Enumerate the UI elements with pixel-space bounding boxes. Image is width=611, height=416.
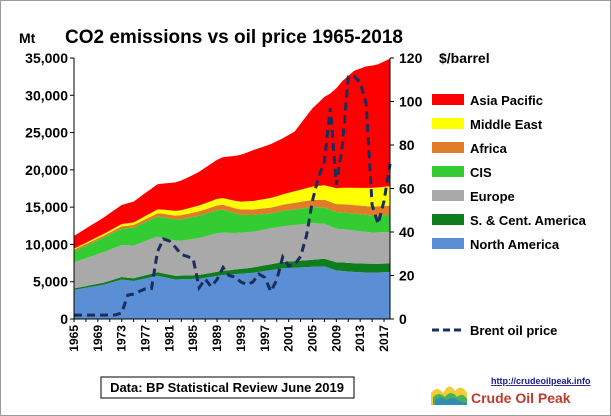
- legend-label: Middle East: [470, 117, 543, 132]
- stacked-areas: [74, 58, 390, 319]
- area-north-america: [74, 266, 390, 319]
- legend-swatch: [432, 214, 464, 225]
- y2-tick-label: 40: [399, 224, 415, 240]
- x-tick-label: 2013: [353, 325, 367, 352]
- y2-tick-label: 0: [399, 311, 407, 327]
- brent-oil-price-line: [74, 74, 392, 317]
- axes: 0 5,000 10,000 15,000 20,000 25,000 30,000 35,0…: [25, 50, 422, 352]
- source-note: Data: BP Statistical Review June 2019: [110, 380, 344, 395]
- y-tick-label: 15,000: [25, 199, 68, 215]
- y2-tick-label: 100: [399, 94, 423, 110]
- y2-tick-label: 60: [399, 181, 415, 197]
- y-tick-label: 30,000: [25, 87, 68, 103]
- y-tick-label: 20,000: [25, 162, 68, 178]
- legend-swatch: [432, 166, 464, 177]
- legend-label: Africa: [470, 141, 508, 156]
- legend-label: CIS: [470, 165, 492, 180]
- legend-label: North America: [470, 237, 560, 252]
- x-tick-label: 1977: [139, 325, 153, 352]
- x-tick-label: 2009: [329, 325, 343, 352]
- y2-tick-label: 80: [399, 137, 415, 153]
- x-tick-label: 1969: [91, 325, 105, 352]
- legend-label-oil: Brent oil price: [470, 323, 557, 338]
- source-box: Data: BP Statistical Review June 2019: [100, 376, 355, 399]
- legend-swatch: [432, 238, 464, 249]
- x-tick-label: 1965: [67, 325, 81, 352]
- y-tick-label: 10,000: [25, 236, 68, 252]
- legend-swatch: [432, 142, 464, 153]
- x-tick-label: 1993: [234, 325, 248, 352]
- y-tick-label: 0: [60, 311, 68, 327]
- x-tick-label: 1985: [186, 325, 200, 352]
- y-tick-label: 5,000: [33, 274, 68, 290]
- area-africa: [74, 199, 390, 252]
- x-tick-label: 1973: [115, 325, 129, 352]
- x-tick-label: 2001: [282, 325, 296, 352]
- legend-swatch: [432, 190, 464, 201]
- legend-label: Asia Pacific: [470, 93, 543, 108]
- legend-swatch: [432, 118, 464, 129]
- y-axis-label: Mt: [19, 30, 36, 46]
- legend-label: Europe: [470, 189, 515, 204]
- legend-label: S. & Cent. America: [470, 213, 587, 228]
- y2-axis-label: $/barrel: [439, 50, 490, 66]
- logo-url: http://crudeoilpeak.info: [491, 376, 591, 386]
- y2-tick-label: 120: [399, 50, 423, 66]
- x-tick-label: 1981: [162, 325, 176, 352]
- legend: Asia Pacific Middle East Africa CIS Europe S.…: [432, 93, 587, 338]
- plot-area: 0 5,000 10,000 15,000 20,000 25,000 30,000 35,0…: [25, 50, 422, 352]
- legend-swatch: [432, 94, 464, 105]
- area-middle-east: [74, 185, 390, 250]
- y-tick-label: 25,000: [25, 125, 68, 141]
- x-tick-label: 2017: [377, 325, 391, 352]
- x-tick-label: 2005: [305, 325, 319, 352]
- area-asia-pacific: [74, 58, 390, 249]
- area-cis: [74, 207, 390, 263]
- x-tick-label: 1997: [258, 325, 272, 352]
- x-tick-label: 1989: [210, 325, 224, 352]
- y2-tick-label: 20: [399, 268, 415, 284]
- crude-oil-peak-logo: http://crudeoilpeak.info Crude Oil Peak: [431, 376, 591, 406]
- logo-name: Crude Oil Peak: [471, 390, 571, 406]
- area-s-cent-america: [74, 258, 390, 290]
- y-tick-label: 35,000: [25, 50, 68, 66]
- chart-title: CO2 emissions vs oil price 1965-2018: [65, 27, 403, 48]
